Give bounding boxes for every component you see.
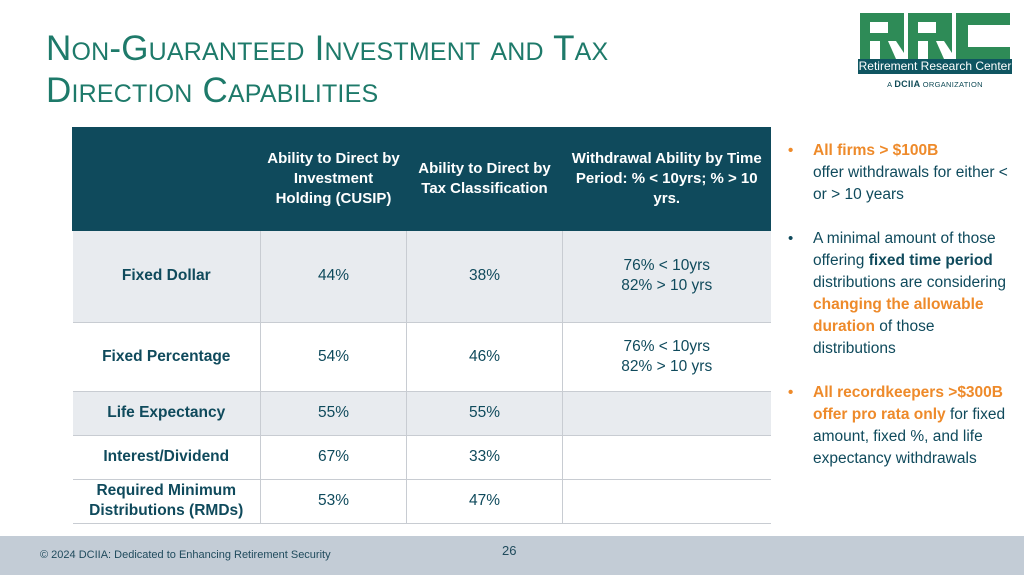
logo-org-line: A DCIIA ORGANIZATION <box>858 79 1012 89</box>
bullet-dot-icon: • <box>788 142 794 159</box>
withdrawal-under-10: 76% < 10yrs <box>623 257 711 275</box>
logo-org-suffix: ORGANIZATION <box>922 80 983 89</box>
tax-value: 47% <box>406 479 563 524</box>
footer-copyright: © 2024 DCIIA: Dedicated to Enhancing Ret… <box>40 549 331 561</box>
slide-title: Non-Guaranteed Investment and Tax Direct… <box>46 28 766 112</box>
tax-value: 38% <box>406 231 563 323</box>
bullet-2-text-1: A minimal amount of those offering <box>813 230 996 269</box>
table-row: Interest/Dividend 67% 33% <box>72 435 771 480</box>
row-label: Fixed Dollar <box>72 231 261 323</box>
logo-name: Retirement Research Center <box>858 59 1012 74</box>
tax-value: 33% <box>406 435 563 480</box>
withdrawal-value <box>562 479 771 524</box>
bullet-item: • A minimal amount of those offering fix… <box>787 228 1009 360</box>
bullet-2-text-3: of those distributions <box>813 318 935 357</box>
bullet-dot-icon: • <box>788 230 794 247</box>
tax-value: 55% <box>406 391 563 436</box>
row-label: Fixed Percentage <box>72 322 261 392</box>
row-label: Life Expectancy <box>72 391 261 436</box>
bullet-2-highlight: changing the allowable duration <box>813 296 984 335</box>
header-empty <box>72 127 261 231</box>
cusip-value: 44% <box>260 231 407 323</box>
bullet-dot-icon: • <box>788 384 794 401</box>
bullet-3-highlight: All recordkeepers >$300B offer pro rata … <box>813 384 1003 423</box>
cusip-value: 54% <box>260 322 407 392</box>
header-withdrawal: Withdrawal Ability by Time Period: % < 1… <box>562 127 771 231</box>
page-number: 26 <box>502 543 517 558</box>
bullet-item: • All recordkeepers >$300B offer pro rat… <box>787 382 1009 470</box>
slide-title-line-1: Non-Guaranteed Investment and Tax <box>46 29 609 68</box>
withdrawal-value <box>562 435 771 480</box>
table-row: Life Expectancy 55% 55% <box>72 391 771 436</box>
bullet-2-text-2: distributions are considering <box>813 274 1006 291</box>
withdrawal-under-10: 76% < 10yrs <box>623 337 711 355</box>
table-row: Fixed Percentage 54% 46% 76% < 10yrs 82%… <box>72 322 771 392</box>
capabilities-table: Ability to Direct by Investment Holding … <box>72 127 771 524</box>
footer-bar: © 2024 DCIIA: Dedicated to Enhancing Ret… <box>0 536 1024 575</box>
logo-org-prefix: A <box>887 80 892 89</box>
row-label: Interest/Dividend <box>72 435 261 480</box>
rrc-logo: Retirement Research Center A DCIIA ORGAN… <box>858 13 1012 93</box>
row-label: Required Minimum Distributions (RMDs) <box>72 479 261 524</box>
withdrawal-value <box>562 391 771 436</box>
withdrawal-over-10: 82% > 10 yrs <box>621 277 713 295</box>
withdrawal-value: 76% < 10yrs 82% > 10 yrs <box>562 322 771 392</box>
cusip-value: 67% <box>260 435 407 480</box>
bullet-3-text: for fixed amount, fixed %, and life expe… <box>813 406 1006 467</box>
slide-title-line-2: Direction Capabilities <box>46 71 379 110</box>
header-cusip: Ability to Direct by Investment Holding … <box>260 127 407 231</box>
cusip-value: 55% <box>260 391 407 436</box>
bullet-2-bold: fixed time period <box>868 252 993 269</box>
withdrawal-value: 76% < 10yrs 82% > 10 yrs <box>562 231 771 323</box>
table-row: Required Minimum Distributions (RMDs) 53… <box>72 479 771 524</box>
cusip-value: 53% <box>260 479 407 524</box>
rrc-letters-graphic <box>860 13 1010 59</box>
withdrawal-over-10: 82% > 10 yrs <box>621 357 713 375</box>
bullet-item: • All firms > $100B offer withdrawals fo… <box>787 140 1009 206</box>
tax-value: 46% <box>406 322 563 392</box>
logo-org-brand: DCIIA <box>894 79 921 89</box>
header-tax: Ability to Direct by Tax Classification <box>406 127 563 231</box>
bullet-list: • All firms > $100B offer withdrawals fo… <box>787 140 1009 492</box>
table-row: Fixed Dollar 44% 38% 76% < 10yrs 82% > 1… <box>72 231 771 323</box>
bullet-1-text: offer withdrawals for either < or > 10 y… <box>813 164 1008 203</box>
table-header-row: Ability to Direct by Investment Holding … <box>72 127 771 231</box>
bullet-1-highlight: All firms > $100B <box>813 142 939 159</box>
